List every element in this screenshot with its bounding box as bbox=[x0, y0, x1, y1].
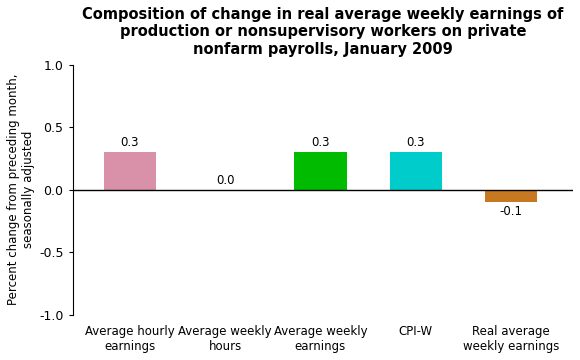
Text: 0.3: 0.3 bbox=[121, 136, 139, 149]
Text: -0.1: -0.1 bbox=[499, 205, 523, 219]
Y-axis label: Percent change from preceding month,
seasonally adjusted: Percent change from preceding month, sea… bbox=[7, 74, 35, 306]
Bar bbox=[485, 190, 537, 202]
Text: 0.0: 0.0 bbox=[216, 174, 234, 186]
Text: 0.3: 0.3 bbox=[407, 136, 425, 149]
Text: 0.3: 0.3 bbox=[311, 136, 329, 149]
Title: Composition of change in real average weekly earnings of
production or nonsuperv: Composition of change in real average we… bbox=[82, 7, 564, 57]
Bar bbox=[390, 152, 442, 190]
Bar bbox=[294, 152, 347, 190]
Bar bbox=[104, 152, 156, 190]
